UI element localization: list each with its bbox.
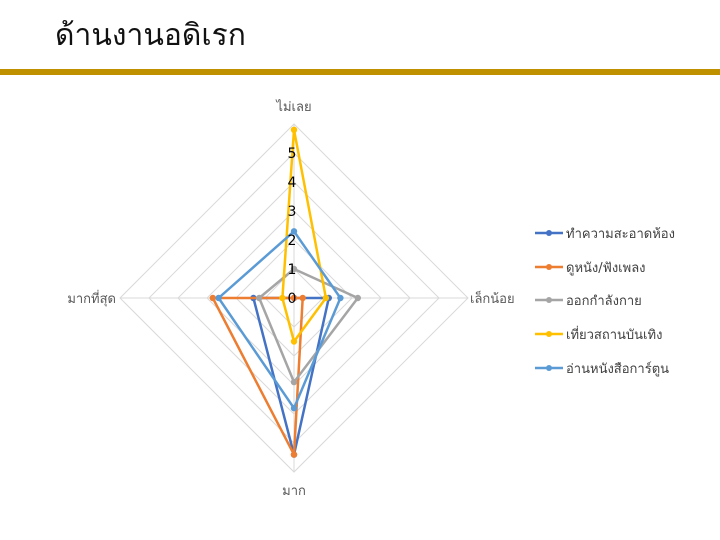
tick-label-3: 3 bbox=[288, 204, 297, 220]
series-point bbox=[290, 265, 298, 273]
series-point bbox=[279, 294, 286, 302]
axis-label-top: ไม่เลย bbox=[275, 99, 311, 115]
tick-label-0: 0 bbox=[288, 291, 297, 307]
radial-tick-labels: 0 1 2 3 4 5 bbox=[288, 146, 297, 307]
series bbox=[279, 126, 330, 345]
legend-item: อ่านหนังสือการ์ตูน bbox=[535, 361, 669, 377]
axis-label-right: เล็กน้อย bbox=[470, 289, 515, 307]
series-point bbox=[290, 378, 298, 386]
series bbox=[209, 294, 306, 458]
tick-label-2: 2 bbox=[288, 233, 297, 249]
legend-marker bbox=[546, 297, 552, 303]
slide-title: ด้านงานอดิเรก bbox=[55, 18, 246, 53]
legend-marker bbox=[546, 230, 552, 236]
legend-label: เที่ยวสถานบันเทิง bbox=[566, 326, 662, 343]
legend-label: ดูหนัง/ฟังเพลง bbox=[566, 261, 646, 276]
legend-label: ออกกำลังกาย bbox=[566, 294, 642, 309]
legend: ทำความสะอาดห้อง ดูหนัง/ฟังเพลง ออกกำลังก… bbox=[535, 227, 675, 377]
series-point bbox=[290, 405, 298, 412]
legend-item: ทำความสะอาดห้อง bbox=[535, 227, 675, 242]
tick-label-5: 5 bbox=[288, 146, 297, 162]
series-point bbox=[337, 294, 344, 302]
tick-label-1: 1 bbox=[288, 262, 297, 278]
series-point bbox=[290, 451, 298, 458]
legend-label: ทำความสะอาดห้อง bbox=[566, 227, 675, 242]
series-point bbox=[290, 126, 298, 133]
series bbox=[215, 228, 344, 412]
series-point bbox=[209, 294, 216, 302]
legend-item: ดูหนัง/ฟังเพลง bbox=[535, 261, 646, 276]
series-point bbox=[290, 338, 298, 345]
legend-label: อ่านหนังสือการ์ตูน bbox=[566, 361, 669, 377]
series-line bbox=[217, 230, 342, 410]
series-point bbox=[290, 294, 298, 302]
series-point bbox=[299, 294, 306, 302]
series-point bbox=[354, 294, 361, 302]
series-point bbox=[290, 228, 298, 235]
series-point bbox=[256, 294, 263, 302]
legend-marker bbox=[546, 365, 552, 371]
series-layer bbox=[209, 126, 361, 458]
title-rule bbox=[0, 69, 720, 75]
legend-marker bbox=[546, 264, 552, 270]
series bbox=[256, 265, 361, 386]
legend-item: ออกกำลังกาย bbox=[535, 294, 642, 309]
axis-labels: ไม่เลย เล็กน้อย มาก มากที่สุด bbox=[67, 99, 514, 499]
axis-label-left: มากที่สุด bbox=[67, 290, 116, 307]
legend-item: เที่ยวสถานบันเทิง bbox=[535, 326, 662, 343]
tick-label-4: 4 bbox=[288, 175, 297, 191]
series-point bbox=[322, 294, 330, 302]
legend-marker bbox=[546, 331, 552, 337]
series-point bbox=[215, 294, 222, 302]
axis-label-bottom: มาก bbox=[282, 484, 306, 499]
